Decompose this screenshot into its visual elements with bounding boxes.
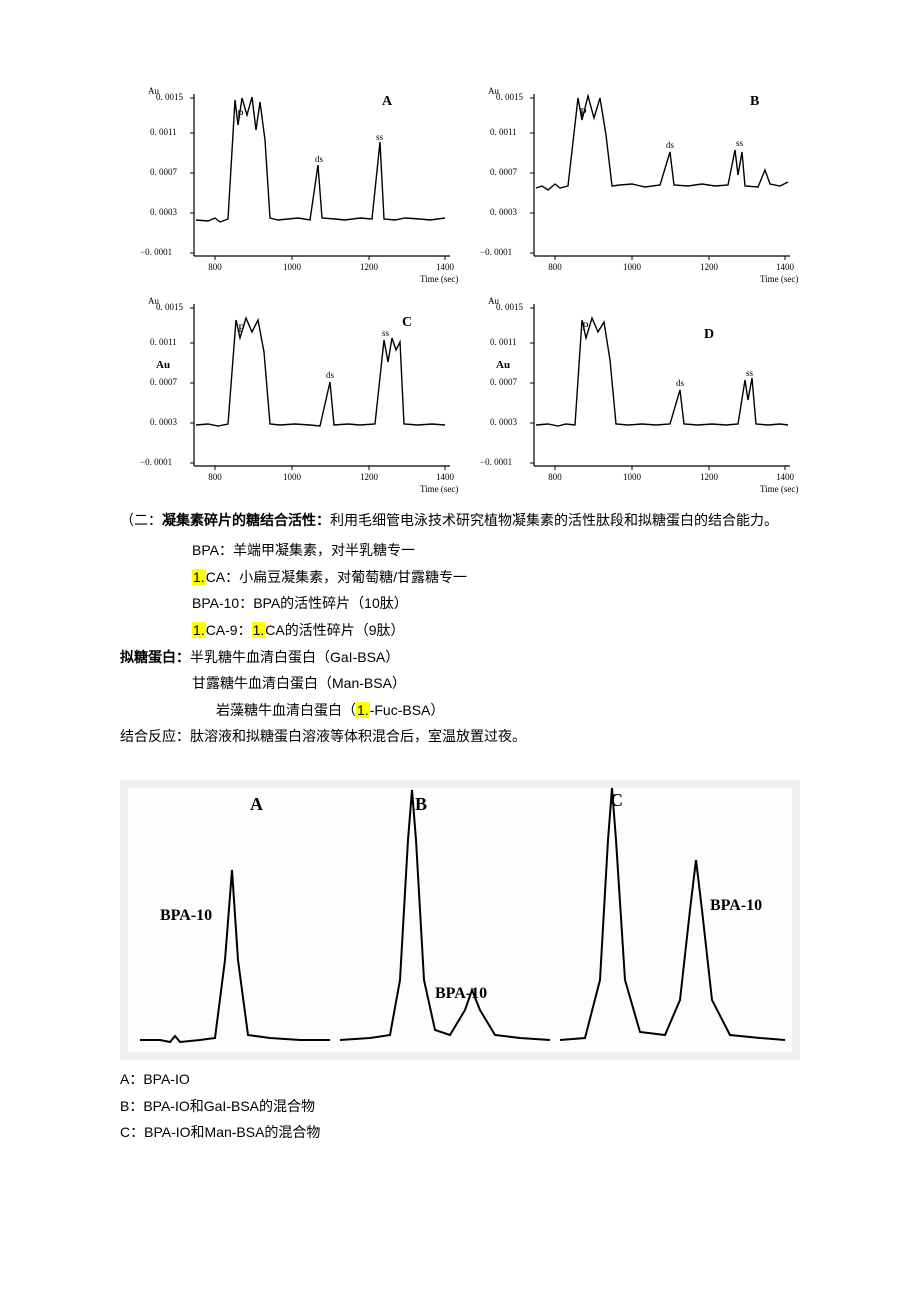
line-bpa10: BPA-10：BPA的活性碎片（10肽） [120,590,800,617]
sec2-rest: 利用毛细管电泳技术研究植物凝集素的活性肽段和拟糖蛋白的结合能力。 [330,512,778,528]
ytick: −0. 0001 [140,457,172,467]
au-label: Au [156,359,170,371]
xtick: 1000 [283,262,302,272]
sec2-bold: 凝集素碎片的糖结合活性： [162,512,330,528]
xtick: 1400 [776,472,795,482]
highlight-mark: 1. [192,622,206,638]
peak-ds: ds [326,370,335,380]
trace [196,318,445,426]
xtick: 800 [548,262,562,272]
bpa-peak-label: BPA-10 [435,985,487,1002]
au-label: Au [496,359,510,371]
peak-p: P [580,105,587,119]
panel-label: C [402,315,412,330]
xtick: 800 [548,472,562,482]
peak-p: P [238,321,245,335]
line-bpa: BPA：羊端甲凝集素，对半乳糖专一 [120,537,800,564]
peak-p: P [237,107,244,121]
bpa-chart: A BPA-10 B BPA-10 C BPA-10 [120,780,800,1060]
ytick: 0. 0003 [490,207,518,217]
legend-c: C：BPA-IO和Man-BSA的混合物 [120,1119,800,1146]
xlabel: Time (sec) [420,274,458,284]
line-ca9: 1.CA-9：1.CA的活性碎片（9肽） [120,617,800,644]
xtick: 1200 [360,472,379,482]
legend-b: B：BPA-IO和GaI-BSA的混合物 [120,1093,800,1120]
peak-ss: ss [746,368,754,378]
xlabel: Time (sec) [760,274,798,284]
panel-a: Au 0. 0015 0. 0011 0. 0007 0. 0003 −0. 0… [120,80,460,290]
highlight-mark: 1. [252,622,266,638]
legend-a: A：BPA-IO [120,1066,800,1093]
xtick: 1200 [700,472,719,482]
ytick: 0. 0007 [150,377,178,387]
peak-ds: ds [666,140,675,150]
peak-ds: ds [676,378,685,388]
xtick: 800 [208,472,222,482]
xtick: 1000 [623,472,642,482]
panel-d: Au 0. 0015 0. 0011 Au 0. 0007 0. 0003 −0… [460,290,800,500]
xtick: 1400 [436,472,455,482]
glyco3-b: -Fuc-BSA） [370,702,445,718]
section-2-title: （二：凝集素碎片的糖结合活性：利用毛细管电泳技术研究植物凝集素的活性肽段和拟糖蛋… [120,508,800,533]
ytick: 0. 0003 [150,417,178,427]
peak-p: P [582,319,589,333]
highlight-mark: 1. [356,702,370,718]
ytick: 0. 0003 [490,417,518,427]
line-ca9-b: CA的活性碎片（9肽） [265,622,404,638]
sec2-prefix: （二： [120,512,162,528]
panel-c: Au 0. 0015 0. 0011 Au 0. 0007 0. 0003 −0… [120,290,460,500]
ytick: 0. 0003 [150,207,178,217]
ytick: −0. 0001 [480,247,512,257]
glyco-bold: 拟糖蛋白： [120,649,190,665]
bpa-panel-label: A [250,794,263,814]
xtick: 1000 [283,472,302,482]
highlight-mark: 1. [192,569,206,585]
glyco-title-line: 拟糖蛋白：半乳糖牛血清白蛋白（GaI-BSA） [120,644,800,671]
ytick: 0. 0007 [150,167,178,177]
xtick: 800 [208,262,222,272]
peak-ss: ss [376,132,384,142]
peak-ds: ds [315,154,324,164]
bpa-panel-label: B [415,794,427,814]
xtick: 1200 [360,262,379,272]
ytick: 0. 0015 [156,92,184,102]
line-ca-text: CA：小扁豆凝集素，对葡萄糖/甘露糖专一 [206,569,467,585]
xtick: 1400 [436,262,455,272]
bpa-peak-label: BPA-10 [710,897,762,914]
ytick: 0. 0015 [496,302,524,312]
ytick: 0. 0015 [496,92,524,102]
xtick: 1200 [700,262,719,272]
ytick: 0. 0011 [490,337,517,347]
ytick: 0. 0007 [490,167,518,177]
peak-ss: ss [382,328,390,338]
electropherogram-grid: Au 0. 0015 0. 0011 0. 0007 0. 0003 −0. 0… [120,80,800,500]
ytick: 0. 0011 [490,127,517,137]
bpa-peak-label: BPA-10 [160,907,212,924]
ytick: 0. 0011 [150,337,177,347]
panel-label: B [750,94,759,109]
glyco2: 甘露糖牛血清白蛋白（Man-BSA） [120,670,800,697]
ytick: 0. 0015 [156,302,184,312]
glyco1: 半乳糖牛血清白蛋白（GaI-BSA） [190,649,399,665]
trace [536,96,788,190]
ytick: 0. 0011 [150,127,177,137]
panel-b: Au 0. 0015 0. 0011 0. 0007 0. 0003 −0. 0… [460,80,800,290]
peak-ss: ss [736,138,744,148]
line-ca: 1.CA：小扁豆凝集素，对葡萄糖/甘露糖专一 [120,564,800,591]
line-ca9-a: CA-9： [206,622,252,638]
panel-label: D [704,327,714,342]
panel-label: A [382,94,393,109]
glyco3-a: 岩藻糖牛血清白蛋白（ [216,702,356,718]
xlabel: Time (sec) [760,484,798,494]
glyco3: 岩藻糖牛血清白蛋白（1.-Fuc-BSA） [120,697,800,724]
ytick: −0. 0001 [140,247,172,257]
xtick: 1000 [623,262,642,272]
ytick: −0. 0001 [480,457,512,467]
xtick: 1400 [776,262,795,272]
xlabel: Time (sec) [420,484,458,494]
reaction-line: 结合反应：肽溶液和拟糖蛋白溶液等体积混合后，室温放置过夜。 [120,723,800,750]
ytick: 0. 0007 [490,377,518,387]
